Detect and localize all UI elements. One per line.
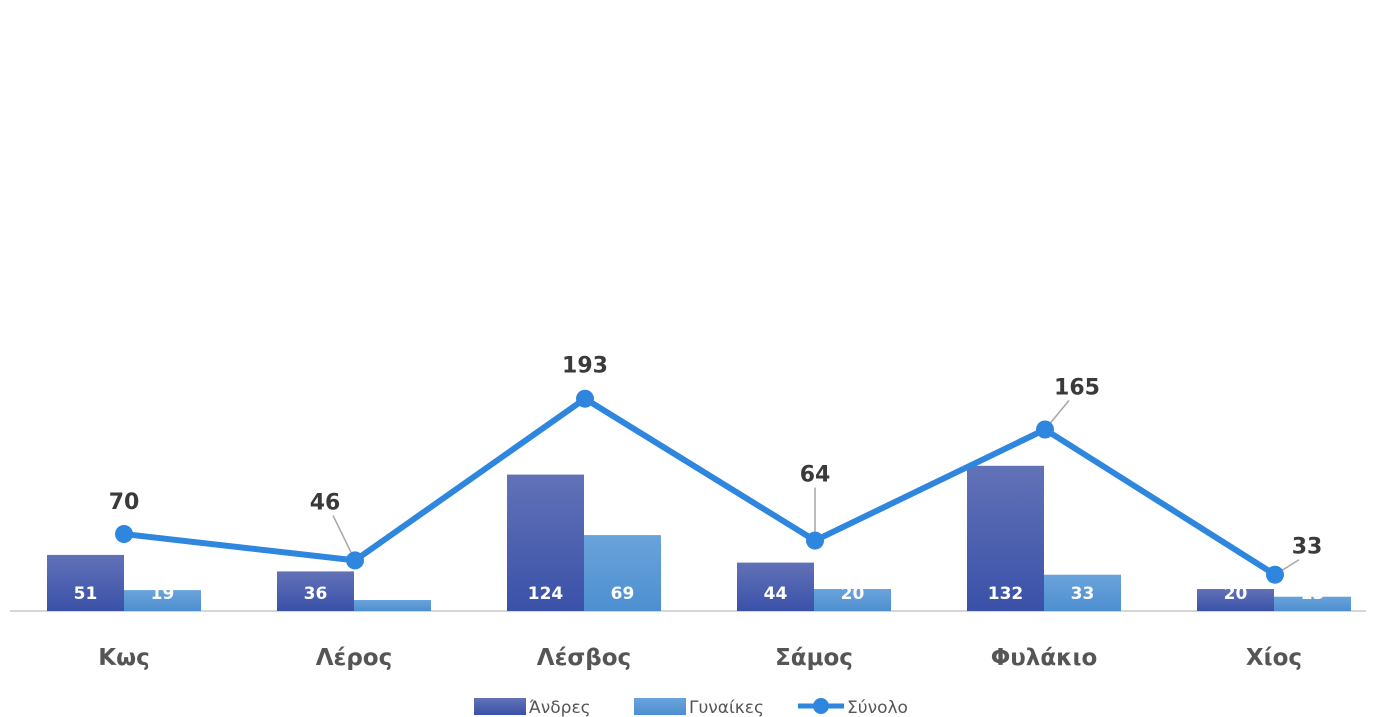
total-marker	[115, 525, 133, 543]
bar-label-women: 10	[381, 584, 405, 604]
bar-women	[354, 600, 431, 611]
total-label: 70	[109, 490, 140, 515]
bar-label-men: 132	[988, 584, 1024, 604]
legend-label-women: Γυναίκες	[689, 698, 764, 717]
total-marker	[576, 389, 594, 408]
total-label: 46	[310, 490, 341, 515]
category-label: Χίος	[1246, 645, 1302, 671]
bar-women	[584, 535, 661, 611]
legend-label-total: Σύνολο	[847, 698, 908, 717]
category-label: Κως	[98, 645, 149, 671]
legend-swatch-women	[634, 698, 686, 715]
total-marker	[1036, 420, 1054, 439]
bar-label-women: 13	[1301, 584, 1325, 604]
bar-label-men: 20	[1224, 584, 1248, 604]
bar-women	[1274, 596, 1351, 611]
bar-men	[1197, 589, 1274, 611]
bar-women	[1044, 574, 1121, 611]
bar-label-men: 124	[528, 584, 564, 604]
bar-label-men: 51	[74, 584, 98, 604]
bar-men	[507, 474, 584, 611]
bar-labels-layer: 51 19 36 10 124 69 44 20 132 33 20 13	[74, 584, 1325, 604]
bar-label-women: 19	[151, 584, 175, 604]
legend: Άνδρες Γυναίκες Σύνολο	[474, 698, 908, 717]
category-label: Σάμος	[775, 645, 853, 671]
total-marker	[1266, 565, 1284, 584]
category-label: Λέρος	[316, 645, 393, 671]
total-label: 193	[562, 354, 608, 379]
legend-label-men: Άνδρες	[529, 698, 591, 717]
total-marker	[806, 531, 824, 550]
legend-swatch-men	[474, 698, 526, 715]
bar-women	[814, 589, 891, 611]
bar-label-men: 44	[764, 584, 788, 604]
category-labels-layer: Κως Λέρος Λέσβος Σάμος Φυλάκιο Χίος	[98, 645, 1302, 671]
total-line-layer	[115, 389, 1284, 584]
bar-men	[277, 571, 354, 611]
total-label: 64	[800, 463, 831, 488]
total-marker	[346, 551, 364, 570]
bar-women	[124, 590, 201, 611]
category-label: Λέσβος	[537, 645, 631, 671]
legend-swatch-total-marker	[813, 698, 829, 714]
bar-label-women: 33	[1071, 584, 1095, 604]
total-labels-layer: 70 46 193 64 165 33	[109, 354, 1323, 560]
total-label: 165	[1054, 376, 1100, 401]
total-label: 33	[1292, 535, 1323, 560]
bar-label-women: 69	[611, 584, 635, 604]
bar-label-women: 20	[841, 584, 865, 604]
total-line	[123, 395, 1277, 578]
bar-men	[47, 554, 124, 611]
category-label: Φυλάκιο	[991, 645, 1098, 671]
bar-men	[737, 562, 814, 611]
bar-label-men: 36	[304, 584, 328, 604]
bar-men	[967, 465, 1044, 611]
bars-layer	[47, 465, 1351, 611]
